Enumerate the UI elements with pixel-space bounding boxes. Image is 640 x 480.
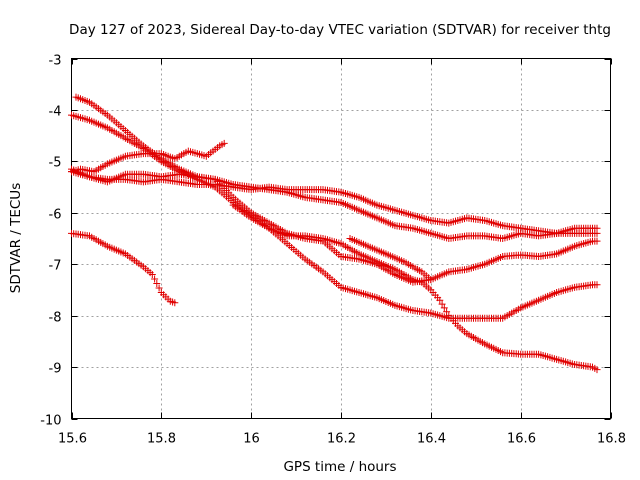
chart-title: Day 127 of 2023, Sidereal Day-to-day VTE…: [69, 22, 611, 38]
data-point: [593, 366, 601, 374]
x-tick-label: 16: [243, 432, 260, 447]
x-tick-label: 16.2: [327, 432, 356, 447]
x-tick-label: 15.6: [58, 432, 87, 447]
y-tick-label: -8: [49, 311, 62, 326]
data-point: [438, 300, 446, 308]
y-tick-label: -10: [40, 414, 61, 429]
x-tick-label: 16.8: [597, 432, 626, 447]
y-axis-label: SDTVAR / TECUs: [8, 183, 24, 293]
series-track-1: [68, 229, 179, 307]
y-tick-label: -5: [49, 156, 62, 171]
grid: [71, 58, 611, 419]
data-point: [443, 308, 451, 316]
series-track-6: [68, 168, 601, 242]
data-point: [153, 280, 161, 287]
y-tick-label: -3: [49, 54, 62, 69]
data-point: [593, 229, 601, 237]
data-point: [593, 281, 601, 289]
y-tick-label: -4: [49, 105, 62, 120]
series-track-7: [229, 201, 601, 374]
data-point: [171, 299, 179, 307]
x-tick-label: 16.6: [507, 432, 536, 447]
y-tick-label: -9: [49, 362, 62, 377]
series-track-8: [346, 235, 435, 284]
series-track-2: [68, 139, 228, 176]
data-point: [593, 237, 601, 245]
data-point: [427, 276, 435, 284]
data-point: [155, 284, 163, 292]
x-axis-label: GPS time / hours: [283, 459, 396, 475]
data-point: [220, 139, 228, 147]
data-marks: [68, 93, 601, 374]
axis-ticks: 15.6 15.8 16 16.2 16.4 16.6 16.8 -10 -9 -8 -7 -6 -5 -…: [40, 54, 626, 447]
data-point: [436, 296, 444, 304]
series-track-4: [68, 111, 601, 322]
y-tick-label: -6: [49, 208, 62, 223]
data-point: [151, 275, 159, 283]
x-tick-label: 15.8: [147, 432, 176, 447]
data-point: [440, 304, 448, 312]
data-point: [148, 271, 156, 278]
x-tick-label: 16.4: [417, 432, 446, 447]
y-tick-label: -7: [49, 259, 62, 274]
